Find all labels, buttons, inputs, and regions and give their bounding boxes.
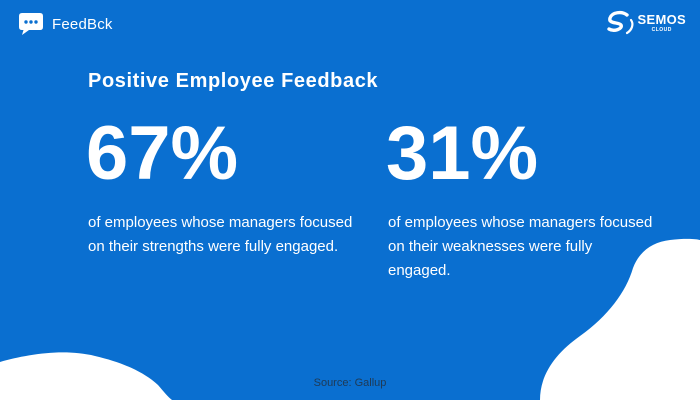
logo-subtitle: CLOUD [651,27,672,33]
stat-description: of employees whose managers focused on t… [388,214,653,280]
page-title: Positive Employee Feedback [88,70,379,92]
brand-name: FeedBck [52,15,113,33]
bottom-left-wave-shape [0,352,172,400]
bottom-right-wave-shape [540,238,700,400]
logo-name: SEMOS [637,12,686,27]
stat-block-weaknesses: 31% of employees whose managers focused … [386,108,656,283]
source-caption: Source: Gallup [313,377,387,389]
chat-bubble-icon [19,13,43,35]
stat-block-strengths: 67% of employees whose managers focused … [86,108,356,259]
brand-header: FeedBck [18,12,113,36]
stat-value: 67% [86,111,239,196]
stat-description: of employees whose managers focused on t… [88,214,353,256]
semos-cloud-logo: SEMOS CLOUD [605,10,686,36]
logo-wordmark: SEMOS CLOUD [638,13,686,33]
stat-value: 31% [386,111,539,196]
semos-logo-icon [606,10,634,35]
